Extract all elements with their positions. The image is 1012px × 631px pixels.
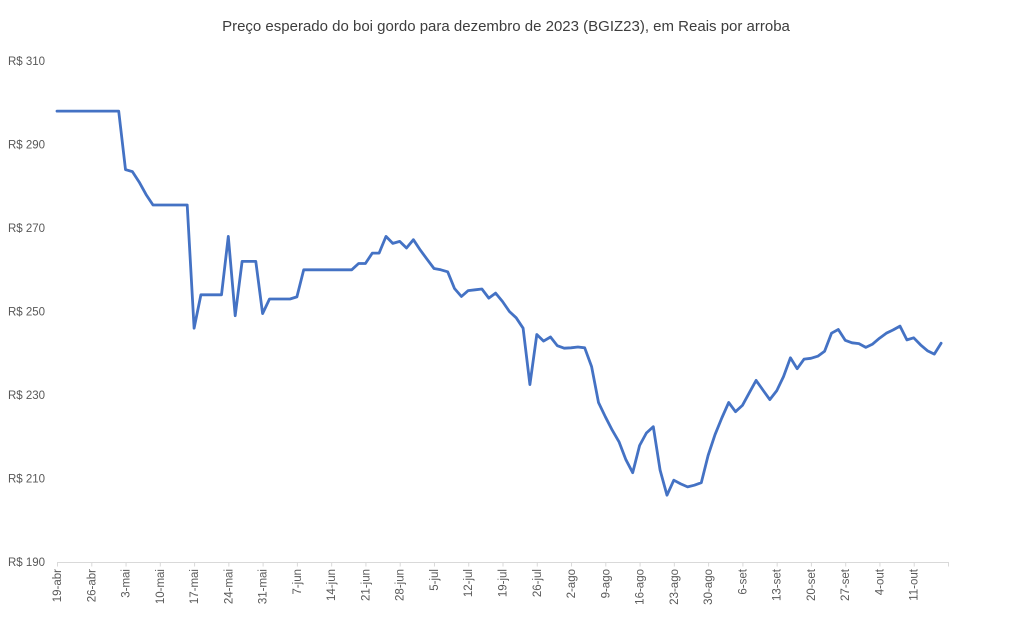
y-axis-tick-label: R$ 310 [8, 56, 45, 68]
x-axis-tick-label: 19-abr [52, 569, 64, 602]
x-axis-tick-label: 27-set [840, 568, 852, 601]
x-axis-tick-label: 7-jun [292, 569, 304, 595]
x-axis-tick-label: 13-set [772, 568, 784, 601]
x-axis-tick-label: 30-ago [703, 569, 715, 605]
x-axis-tick-label: 2-ago [566, 569, 578, 598]
x-axis-tick-label: 19-jul [498, 569, 510, 597]
x-axis-tick-label: 28-jun [395, 569, 407, 601]
x-axis-tick-label: 31-mai [258, 569, 270, 604]
y-axis-tick-label: R$ 230 [8, 390, 45, 402]
y-axis-tick-label: R$ 190 [8, 557, 45, 569]
price-line-series [55, 109, 943, 497]
x-axis-tick-label: 5-jul [429, 569, 441, 591]
x-axis-tick-label: 9-ago [600, 569, 612, 598]
x-axis-tick-label: 16-ago [635, 569, 647, 605]
chart-title: Preço esperado do boi gordo para dezembr… [222, 18, 790, 35]
x-axis-tick-label: 23-ago [669, 569, 681, 605]
x-axis-tick-label: 3-mai [121, 569, 133, 598]
x-axis-tick-label: 24-mai [223, 569, 235, 604]
y-axis-tick-label: R$ 210 [8, 474, 45, 486]
x-axis-tick-label: 14-jun [326, 569, 338, 601]
x-axis-tick-label: 17-mai [189, 569, 201, 604]
y-axis-tick-label: R$ 250 [8, 307, 45, 319]
x-axis-tick-label: 20-set [806, 568, 818, 601]
x-axis-tick-label: 26-abr [86, 569, 98, 602]
y-axis-tick-label: R$ 270 [8, 223, 45, 235]
x-axis-tick-label: 6-set [737, 568, 749, 594]
x-axis-tick-label: 12-jul [463, 569, 475, 597]
x-axis-tick-label: 26-jul [532, 569, 544, 597]
x-axis-tick-label: 11-out [909, 568, 921, 601]
x-axis-tick-label: 10-mai [155, 569, 167, 604]
x-axis-tick-label: 21-jun [360, 569, 372, 601]
y-axis-tick-label: R$ 290 [8, 140, 45, 152]
x-axis-tick-label: 4-out [874, 568, 886, 595]
